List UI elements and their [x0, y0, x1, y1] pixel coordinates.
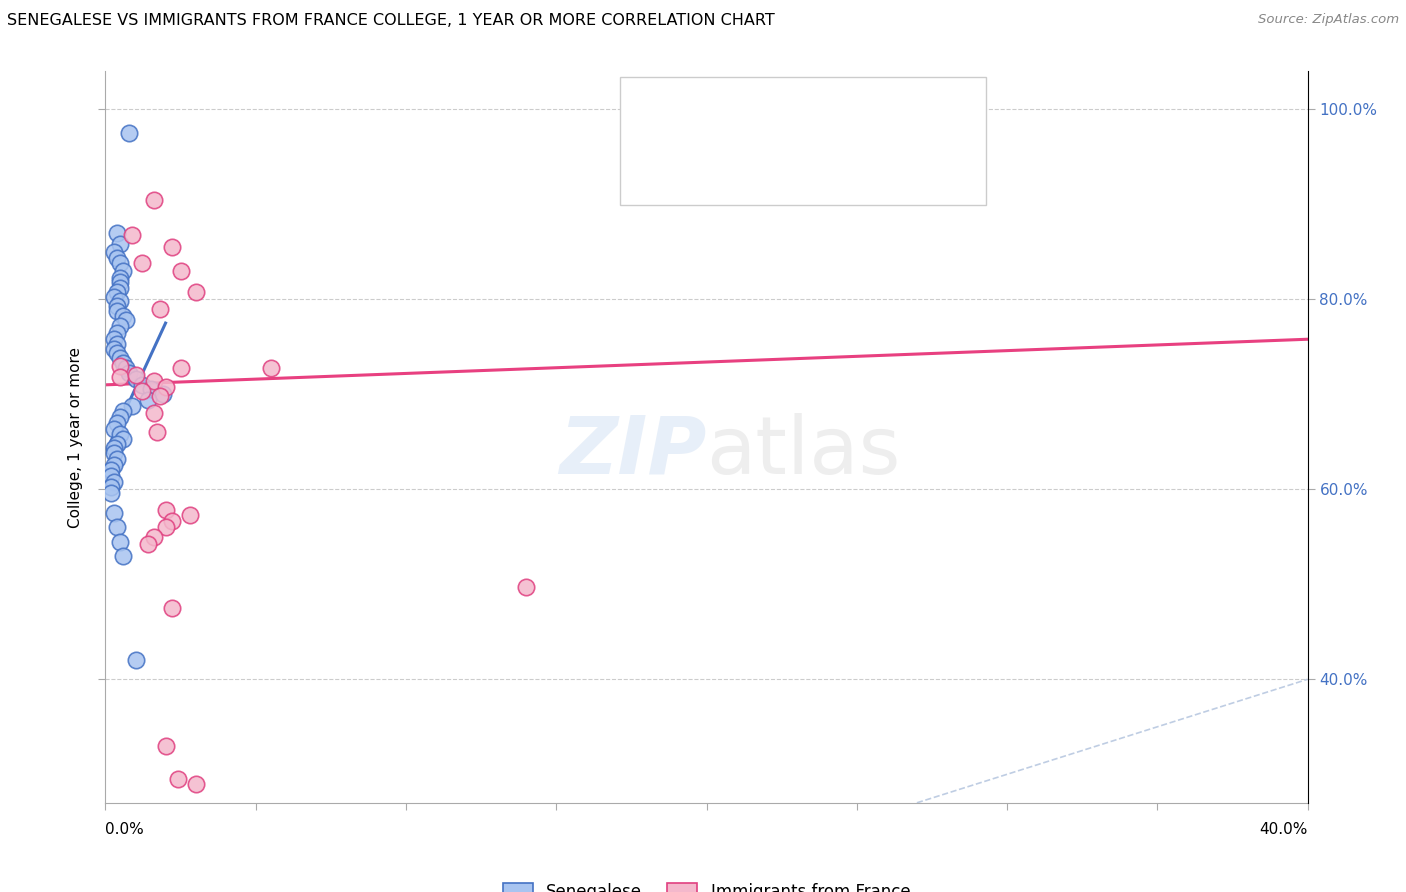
Point	[121, 227, 143, 242]
Point	[160, 240, 183, 254]
Point	[148, 301, 170, 316]
Point	[179, 508, 201, 522]
Point	[110, 294, 132, 309]
Point	[103, 421, 125, 435]
Point	[136, 537, 159, 551]
Point	[152, 387, 174, 401]
Point	[110, 256, 132, 270]
Point	[103, 442, 125, 456]
Point	[260, 360, 283, 375]
Point	[112, 404, 135, 418]
Text: atlas: atlas	[707, 413, 901, 491]
Point	[155, 503, 177, 517]
Point	[107, 451, 129, 466]
Point	[755, 103, 778, 117]
Y-axis label: College, 1 year or more: College, 1 year or more	[67, 347, 83, 527]
Point	[155, 520, 177, 534]
Point	[100, 463, 122, 477]
Point	[107, 303, 129, 318]
Point	[142, 374, 165, 388]
Point	[131, 384, 153, 399]
Text: SENEGALESE VS IMMIGRANTS FROM FRANCE COLLEGE, 1 YEAR OR MORE CORRELATION CHART: SENEGALESE VS IMMIGRANTS FROM FRANCE COL…	[7, 13, 775, 29]
Point	[110, 275, 132, 289]
Point	[160, 514, 183, 528]
Point	[107, 520, 129, 534]
Point	[112, 310, 135, 324]
Point	[148, 389, 170, 403]
Point	[107, 346, 129, 360]
Point	[110, 237, 132, 252]
Point	[145, 425, 167, 440]
Point	[110, 271, 132, 285]
Point	[112, 549, 135, 563]
Point	[131, 256, 153, 270]
Point	[103, 446, 125, 460]
Point	[110, 410, 132, 425]
Point	[103, 506, 125, 520]
Point	[100, 480, 122, 494]
Text: 0.0%: 0.0%	[105, 822, 145, 837]
Point	[115, 313, 138, 327]
Point	[103, 332, 125, 346]
Point	[107, 226, 129, 240]
Point	[110, 427, 132, 442]
Point	[107, 436, 129, 450]
Point	[515, 580, 537, 594]
Point	[136, 392, 159, 407]
Point	[124, 653, 146, 667]
Point	[107, 299, 129, 313]
Point	[142, 406, 165, 420]
Point	[112, 356, 135, 370]
Point	[103, 475, 125, 489]
Point	[121, 399, 143, 413]
Point	[110, 370, 132, 384]
Point	[107, 416, 129, 430]
Point	[103, 290, 125, 304]
Point	[112, 432, 135, 446]
Point	[112, 264, 135, 278]
Point	[110, 281, 132, 295]
Point	[169, 264, 191, 278]
Point	[142, 193, 165, 207]
Point	[100, 486, 122, 500]
Point	[118, 367, 141, 381]
Point	[124, 368, 146, 383]
Legend: Senegalese, Immigrants from France: Senegalese, Immigrants from France	[496, 876, 917, 892]
Point	[110, 359, 132, 373]
Point	[139, 382, 162, 396]
Point	[131, 377, 153, 392]
Point	[118, 126, 141, 140]
Point	[115, 360, 138, 375]
Point	[184, 285, 207, 299]
Point	[107, 326, 129, 340]
Point	[184, 777, 207, 791]
Point	[155, 380, 177, 394]
Point	[155, 739, 177, 753]
Point	[110, 318, 132, 333]
Point	[103, 342, 125, 356]
Point	[142, 530, 165, 544]
Point	[160, 601, 183, 615]
Point	[124, 372, 146, 386]
Text: ZIP: ZIP	[560, 413, 707, 491]
Point	[110, 534, 132, 549]
Point	[100, 469, 122, 483]
Text: Source: ZipAtlas.com: Source: ZipAtlas.com	[1258, 13, 1399, 27]
Point	[103, 244, 125, 259]
Point	[169, 360, 191, 375]
Point	[107, 252, 129, 266]
Point	[166, 772, 188, 786]
Point	[107, 337, 129, 351]
Text: R = 0.031   N = 30: R = 0.031 N = 30	[682, 169, 873, 188]
Point	[107, 285, 129, 299]
Text: R = 0.299   N = 54: R = 0.299 N = 54	[682, 94, 875, 112]
Text: 40.0%: 40.0%	[1260, 822, 1308, 837]
Point	[110, 351, 132, 366]
Point	[103, 458, 125, 472]
